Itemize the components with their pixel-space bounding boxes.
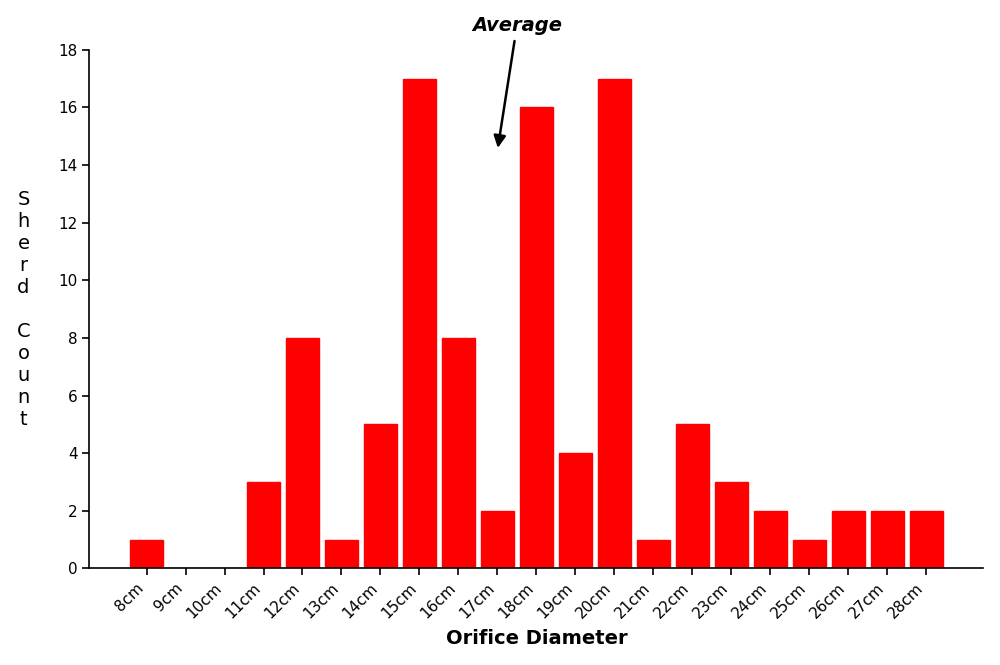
Bar	[832, 511, 865, 569]
Text: Average: Average	[472, 17, 562, 145]
Bar	[910, 511, 943, 569]
Bar	[559, 453, 592, 569]
Bar	[130, 539, 163, 569]
Bar	[793, 539, 826, 569]
Bar	[520, 108, 553, 569]
Bar	[676, 424, 709, 569]
Bar	[715, 482, 748, 569]
X-axis label: Orifice Diameter: Orifice Diameter	[446, 629, 627, 648]
Bar	[364, 424, 397, 569]
Bar	[247, 482, 280, 569]
Y-axis label: S
h
e
r
d
 
C
o
u
n
t: S h e r d C o u n t	[17, 190, 30, 429]
Bar	[754, 511, 787, 569]
Bar	[325, 539, 358, 569]
Bar	[598, 78, 631, 569]
Bar	[481, 511, 514, 569]
Bar	[286, 338, 319, 569]
Bar	[403, 78, 436, 569]
Bar	[871, 511, 904, 569]
Bar	[637, 539, 670, 569]
Bar	[442, 338, 475, 569]
